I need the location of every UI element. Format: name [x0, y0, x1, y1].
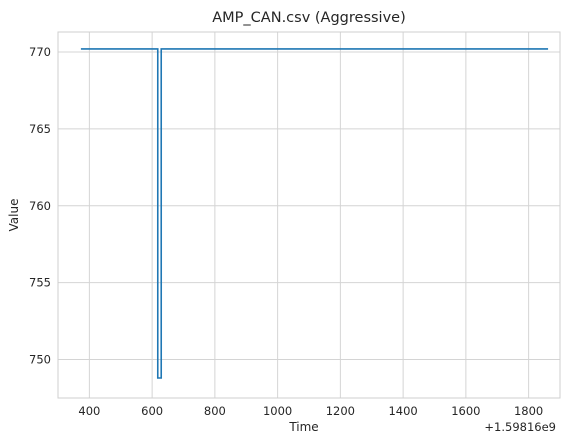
series-line-0: [80, 48, 549, 379]
y-tick-label: 755: [29, 276, 51, 290]
x-tick-label: 1400: [388, 404, 417, 418]
plot-frame: [57, 31, 561, 399]
x-offset-label: +1.59816e9: [484, 420, 556, 434]
y-axis-label: Value: [7, 199, 21, 232]
y-gridlines: [58, 51, 560, 361]
x-tick-label: 1600: [451, 404, 480, 418]
x-tick-labels: 400 600 800 1000 1200 1400 1600 1800: [78, 404, 543, 418]
x-tick-label: 1000: [263, 404, 292, 418]
x-gridlines: [88, 32, 530, 398]
y-tick-label: 770: [29, 45, 51, 59]
y-tick-labels: 750 755 760 765 770: [29, 45, 51, 367]
series-layer: [80, 48, 549, 379]
chart-title: AMP_CAN.csv (Aggressive): [212, 10, 405, 26]
x-tick-label: 1800: [514, 404, 543, 418]
x-axis-label: Time: [288, 420, 318, 434]
x-tick-label: 400: [78, 404, 100, 418]
y-tick-label: 765: [29, 122, 51, 136]
y-tick-label: 760: [29, 199, 51, 213]
x-tick-label: 800: [204, 404, 226, 418]
x-tick-label: 1200: [326, 404, 355, 418]
y-tick-label: 750: [29, 353, 51, 367]
x-tick-label: 600: [141, 404, 163, 418]
